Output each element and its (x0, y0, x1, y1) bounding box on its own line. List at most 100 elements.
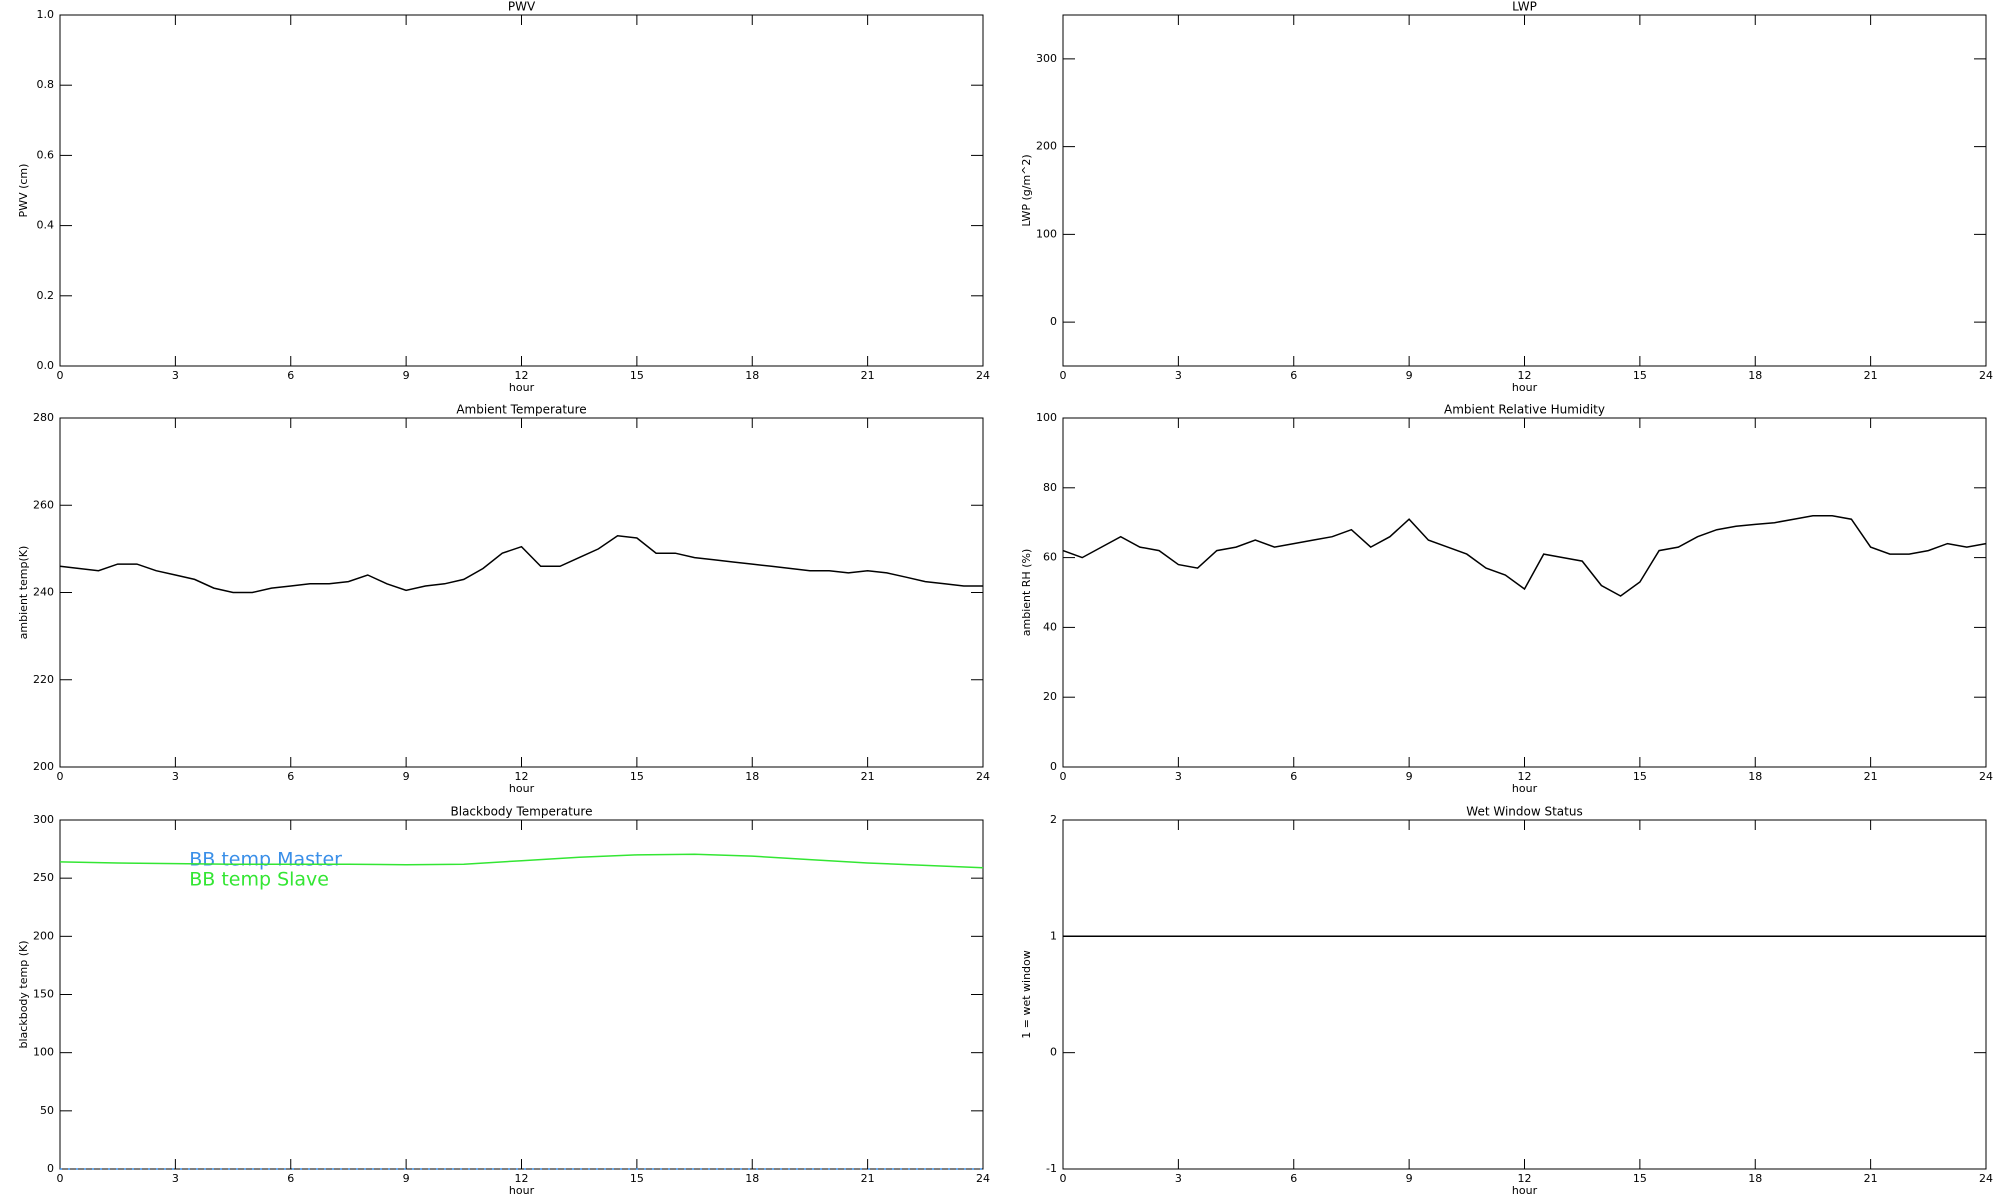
x-tick-label: 15 (630, 369, 644, 382)
legend-entry: BB temp Slave (189, 869, 329, 891)
x-tick-label: 12 (1518, 770, 1532, 783)
x-tick-label: 3 (172, 369, 179, 382)
plot-frame (59, 417, 984, 768)
x-tick-label: 21 (1864, 369, 1878, 382)
x-tick-label: 12 (515, 369, 529, 382)
x-tick-label: 18 (1748, 770, 1762, 783)
plot-frame (1062, 819, 1987, 1170)
panel-title: PWV (508, 0, 536, 14)
panel-title: Blackbody Temperature (451, 805, 593, 819)
x-tick-label: 3 (172, 1172, 179, 1185)
y-axis-label: PWV (cm) (17, 164, 30, 218)
x-tick-label: 12 (1518, 1172, 1532, 1185)
y-axis-label: LWP (g/m^2) (1020, 154, 1033, 226)
y-tick-label: 0 (1050, 315, 1057, 328)
x-tick-label: 0 (57, 1172, 64, 1185)
y-tick-label: 0 (1050, 760, 1057, 773)
x-tick-label: 21 (861, 369, 875, 382)
x-tick-label: 3 (1175, 369, 1182, 382)
x-tick-label: 15 (1633, 770, 1647, 783)
y-tick-label: -1 (1046, 1162, 1057, 1175)
y-tick-label: 0 (1050, 1046, 1057, 1059)
y-axis-label: ambient temp(K) (17, 546, 30, 640)
x-tick-label: 6 (1290, 1172, 1297, 1185)
y-tick-label: 100 (1036, 227, 1057, 240)
x-tick-label: 12 (1518, 369, 1532, 382)
x-tick-label: 21 (1864, 770, 1878, 783)
y-tick-label: 200 (1036, 140, 1057, 153)
y-tick-label: 0.6 (37, 148, 55, 161)
x-tick-label: 15 (1633, 369, 1647, 382)
y-tick-label: 280 (33, 411, 54, 424)
x-tick-label: 15 (630, 770, 644, 783)
x-tick-label: 0 (1060, 770, 1067, 783)
x-tick-label: 18 (745, 1172, 759, 1185)
x-tick-label: 24 (976, 369, 990, 382)
series-line (1062, 514, 1987, 597)
x-tick-label: 21 (861, 770, 875, 783)
x-tick-label: 6 (287, 770, 294, 783)
x-tick-label: 0 (57, 369, 64, 382)
y-tick-label: 40 (1043, 620, 1057, 633)
y-tick-label: 100 (1036, 411, 1057, 424)
x-tick-label: 18 (745, 369, 759, 382)
x-tick-label: 15 (1633, 1172, 1647, 1185)
y-tick-label: 1 (1050, 929, 1057, 942)
panel-title: Ambient Relative Humidity (1444, 403, 1605, 417)
x-tick-label: 6 (287, 369, 294, 382)
y-tick-label: 1.0 (37, 8, 55, 21)
series-line (59, 535, 983, 594)
x-axis-label: hour (1512, 782, 1538, 795)
x-axis-label: hour (509, 782, 535, 795)
x-axis-label: hour (1512, 381, 1538, 394)
x-tick-label: 3 (1175, 770, 1182, 783)
y-tick-label: 50 (40, 1104, 54, 1117)
y-tick-label: 80 (1043, 481, 1057, 494)
x-tick-label: 9 (1406, 369, 1413, 382)
y-tick-label: 20 (1043, 690, 1057, 703)
panel-title: Ambient Temperature (456, 403, 586, 417)
x-tick-label: 6 (287, 1172, 294, 1185)
x-tick-label: 18 (1748, 369, 1762, 382)
y-tick-label: 240 (33, 586, 54, 599)
y-tick-label: 300 (33, 813, 54, 826)
x-tick-label: 6 (1290, 369, 1297, 382)
y-tick-label: 60 (1043, 551, 1057, 564)
x-tick-label: 24 (976, 770, 990, 783)
x-axis-label: hour (1512, 1184, 1538, 1197)
x-tick-label: 15 (630, 1172, 644, 1185)
legend-entry: BB temp Master (189, 849, 342, 871)
x-tick-label: 9 (403, 770, 410, 783)
y-axis-label: ambient RH (%) (1020, 549, 1033, 637)
x-tick-label: 12 (515, 1172, 529, 1185)
x-tick-label: 0 (57, 770, 64, 783)
x-tick-label: 9 (1406, 770, 1413, 783)
x-tick-label: 24 (976, 1172, 990, 1185)
y-tick-label: 250 (33, 871, 54, 884)
x-axis-label: hour (509, 1184, 535, 1197)
y-tick-label: 100 (33, 1046, 54, 1059)
x-tick-label: 9 (403, 1172, 410, 1185)
y-tick-label: 2 (1050, 813, 1057, 826)
x-tick-label: 0 (1060, 1172, 1067, 1185)
x-tick-label: 21 (861, 1172, 875, 1185)
y-tick-label: 0.8 (37, 78, 55, 91)
x-tick-label: 21 (1864, 1172, 1878, 1185)
y-axis-label: blackbody temp (K) (17, 941, 30, 1049)
plot-frame (1062, 417, 1987, 768)
y-tick-label: 220 (33, 673, 54, 686)
plot-frame (59, 14, 984, 367)
y-tick-label: 300 (1036, 52, 1057, 65)
x-tick-label: 12 (515, 770, 529, 783)
x-tick-label: 24 (1979, 770, 1993, 783)
y-tick-label: 260 (33, 498, 54, 511)
y-tick-label: 200 (33, 760, 54, 773)
x-tick-label: 9 (403, 369, 410, 382)
y-axis-label: 1 = wet window (1020, 950, 1033, 1039)
series-line (59, 853, 984, 869)
panel-title: LWP (1512, 0, 1537, 14)
x-tick-label: 24 (1979, 369, 1993, 382)
x-tick-label: 3 (1175, 1172, 1182, 1185)
